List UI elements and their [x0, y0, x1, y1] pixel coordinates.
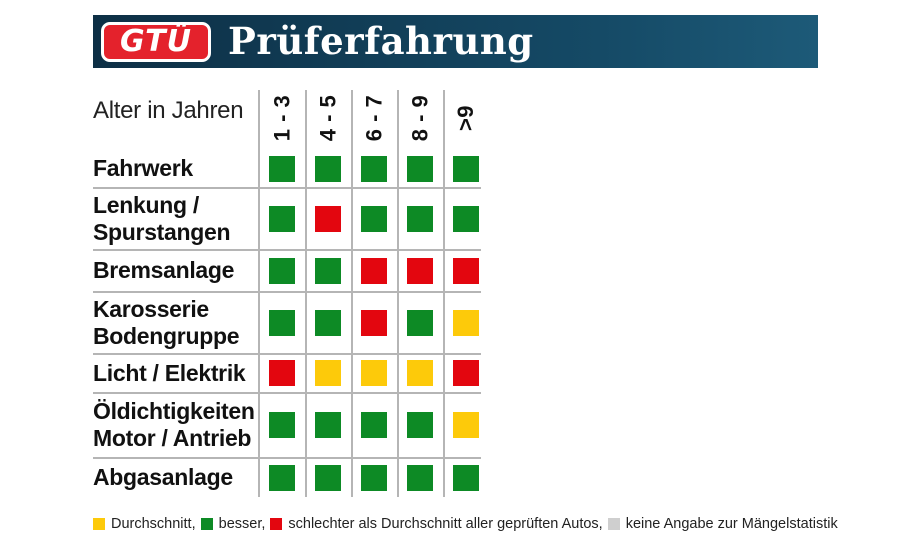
legend-item-grey: keine Angabe zur Mängelstatistik: [607, 516, 838, 532]
rating-cell-red: [315, 205, 341, 232]
rating-cell-green: [407, 464, 433, 491]
legend-text: schlechter als Durchschnitt aller geprüf…: [288, 516, 603, 532]
legend-text: keine Angabe zur Mängelstatistik: [625, 516, 838, 532]
column-header-label: 4 - 5: [315, 94, 340, 142]
column-header: 4 - 5: [305, 92, 351, 144]
rating-cell-green: [269, 205, 295, 232]
rating-cell-green: [315, 155, 341, 182]
grid-vertical-line: [258, 90, 260, 497]
row-label: Bremsanlage: [93, 250, 263, 291]
column-header: >9: [443, 92, 489, 144]
row-label-line: Bremsanlage: [93, 257, 235, 283]
rating-cell-green: [315, 257, 341, 284]
row-label-line: Bodengruppe: [93, 322, 240, 349]
rating-cell-green: [453, 464, 479, 491]
row-label: Licht / Elektrik: [93, 354, 263, 392]
row-label-line: Fahrwerk: [93, 155, 193, 181]
rating-cell-green: [453, 155, 479, 182]
column-header-label: 8 - 9: [407, 94, 432, 142]
rating-cell-yellow: [453, 412, 479, 438]
rating-cell-green: [407, 412, 433, 438]
grid-vertical-line: [443, 90, 445, 497]
grid-horizontal-line: [93, 291, 481, 293]
legend-swatch: [270, 518, 283, 530]
legend-text: Durchschnitt,: [111, 516, 196, 532]
legend-swatch: [607, 518, 620, 530]
rating-cell-yellow: [361, 360, 387, 386]
rating-cell-green: [269, 257, 295, 284]
rating-cell-green: [407, 155, 433, 182]
grid-vertical-line: [305, 90, 307, 497]
rating-cell-green: [361, 205, 387, 232]
grid-vertical-line: [351, 90, 353, 497]
legend-swatch: [200, 518, 213, 530]
rating-cell-yellow: [407, 360, 433, 386]
grid-vertical-line: [397, 90, 399, 497]
row-label: Fahrwerk: [93, 150, 263, 187]
column-header-label: 6 - 7: [361, 94, 386, 142]
rating-cell-green: [315, 464, 341, 491]
rating-cell-green: [361, 412, 387, 438]
rating-cell-red: [361, 257, 387, 284]
column-header-label: 1 - 3: [269, 94, 294, 142]
row-label: Abgasanlage: [93, 458, 263, 497]
column-header: 1 - 3: [259, 92, 305, 144]
grid-horizontal-line: [93, 392, 481, 394]
row-label-line: Öldichtigkeiten: [93, 398, 255, 424]
row-label: Lenkung / Spurstangen: [93, 188, 263, 249]
rating-cell-green: [407, 309, 433, 336]
grid-horizontal-line: [93, 249, 481, 251]
row-label-line: Abgasanlage: [93, 464, 233, 490]
gtu-logo: GTÜ: [101, 22, 211, 62]
rating-cell-green: [269, 464, 295, 491]
page-title: Prüferfahrung: [228, 19, 534, 63]
rating-cell-red: [407, 257, 433, 284]
rating-cell-green: [269, 309, 295, 336]
rating-cell-green: [269, 155, 295, 182]
header-banner: GTÜ Prüferfahrung: [93, 15, 818, 68]
rating-cell-green: [361, 464, 387, 491]
column-header: 6 - 7: [351, 92, 397, 144]
rating-cell-green: [407, 205, 433, 232]
rating-cell-red: [453, 360, 479, 386]
legend-text: besser,: [218, 516, 266, 532]
rating-cell-red: [269, 360, 295, 386]
legend-swatch: [93, 518, 105, 530]
rating-cell-green: [315, 412, 341, 438]
row-label-line: Spurstangen: [93, 218, 231, 245]
legend-item-yellow: Durchschnitt,: [93, 516, 196, 532]
logo-text: GTÜ: [120, 24, 192, 59]
grid-horizontal-line: [93, 187, 481, 189]
row-label: Öldichtigkeiten Motor / Antrieb: [93, 393, 263, 457]
row-label-line: Lenkung /: [93, 191, 199, 218]
rating-cell-green: [315, 309, 341, 336]
rating-cell-yellow: [453, 309, 479, 336]
grid-horizontal-line: [93, 353, 481, 355]
rating-cell-green: [269, 412, 295, 438]
row-label: Karosserie Bodengruppe: [93, 292, 263, 353]
rating-cell-yellow: [315, 360, 341, 386]
column-header: 8 - 9: [397, 92, 443, 144]
rating-cell-red: [361, 309, 387, 336]
rating-cell-red: [453, 257, 479, 284]
rating-cell-green: [361, 155, 387, 182]
legend-item-green: besser,: [200, 516, 266, 532]
grid-horizontal-line: [93, 457, 481, 459]
row-label-line: Karosserie: [93, 295, 209, 322]
column-axis-label: Alter in Jahren: [93, 97, 244, 124]
row-label-line: Motor / Antrieb: [93, 425, 252, 451]
legend: Durchschnitt, besser, schlechter als Durch…: [93, 514, 843, 534]
column-header-label: >9: [453, 104, 478, 132]
legend-item-red: schlechter als Durchschnitt aller geprüf…: [270, 516, 603, 532]
rating-cell-green: [453, 205, 479, 232]
row-label-line: Licht / Elektrik: [93, 359, 246, 386]
